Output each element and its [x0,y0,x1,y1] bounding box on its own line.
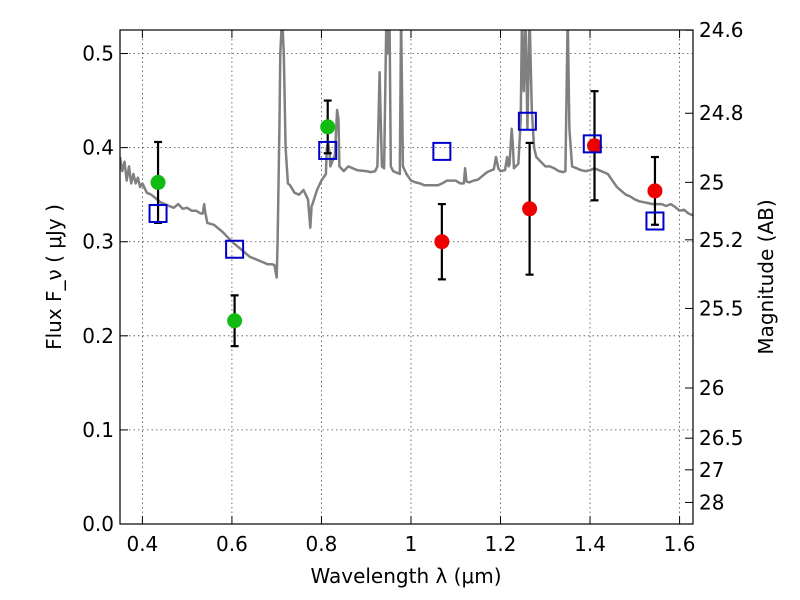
y-tick-label: 0.2 [82,324,114,348]
model-spectrum-layer [120,30,693,279]
mag-tick-label: 25 [699,170,724,194]
blue-model-square [148,203,168,223]
blue-model-square [645,211,665,231]
red-data-point [522,201,538,217]
x-tick-label: 1.4 [574,532,606,556]
x-tick-label: 0.4 [126,532,158,556]
plot-frame [119,29,694,525]
x-tick-label: 1.6 [664,532,696,556]
green-data-point [150,174,166,190]
blue-model-square [432,141,452,161]
y-tick-label: 0.5 [82,42,114,66]
blue-model-square [318,140,338,160]
y-tick-label: 0.3 [82,230,114,254]
ticks [120,29,693,525]
green-data-point [320,119,336,135]
tick-labels: 0.4 0.6 0.8 1 1.2 1.4 1.6 0.0 0.1 0.2 0.3 0.4 0.5 24.… [82,18,743,556]
y-tick-label: 0.0 [82,512,114,536]
blue-model-square [517,111,537,131]
mag-tick-label: 26.5 [699,426,744,450]
y-axis-label-right: Magnitude (AB) [754,199,778,354]
x-tick-label: 0.8 [306,532,338,556]
x-tick-label: 1 [405,532,418,556]
y-tick-label: 0.4 [82,136,114,160]
data-markers [148,111,665,329]
blue-model-square [225,239,245,259]
mag-tick-label: 24.6 [699,18,744,42]
grid [120,30,693,525]
error-bars [154,90,659,348]
y-tick-label: 0.1 [82,418,114,442]
model-spectrum-line [120,30,693,279]
blue-model-square [582,134,602,154]
mag-tick-label: 25.2 [699,228,744,252]
mag-tick-label: 25.5 [699,296,744,320]
red-data-point [587,138,603,154]
mag-tick-label: 24.8 [699,101,744,125]
mag-tick-label: 27 [699,458,724,482]
green-data-point [227,313,243,329]
x-axis-label: Wavelength λ (μm) [310,564,501,588]
x-tick-label: 0.6 [216,532,248,556]
mag-tick-label: 28 [699,490,724,514]
mag-tick-label: 26 [699,376,724,400]
y-axis-label-left: Flux F_ν ( μJy ) [42,204,66,350]
x-tick-label: 1.2 [485,532,517,556]
red-data-point [434,234,450,250]
red-data-point [647,183,663,199]
